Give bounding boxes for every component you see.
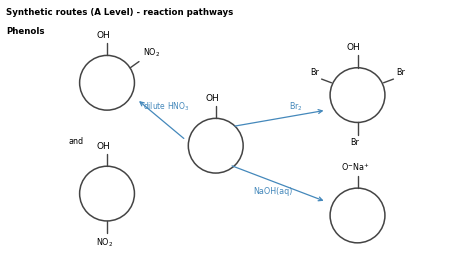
Text: OH: OH [96,142,110,151]
Text: OH: OH [347,43,361,52]
Text: O$^{-}$Na$^{+}$: O$^{-}$Na$^{+}$ [341,161,370,172]
Text: Phenols: Phenols [6,27,45,36]
Text: Br: Br [310,68,319,77]
Text: NaOH(aq): NaOH(aq) [254,188,293,196]
Text: dilute HNO$_3$: dilute HNO$_3$ [143,100,190,113]
Text: Synthetic routes (A Level) - reaction pathways: Synthetic routes (A Level) - reaction pa… [6,7,234,16]
Text: OH: OH [96,31,110,40]
Text: Br$_2$: Br$_2$ [289,100,302,113]
Text: Br: Br [350,138,359,147]
Text: NO$_2$: NO$_2$ [95,236,113,249]
Text: OH: OH [205,94,219,103]
Text: Br: Br [396,68,405,77]
Text: and: and [69,137,84,146]
Text: NO$_2$: NO$_2$ [143,47,160,59]
